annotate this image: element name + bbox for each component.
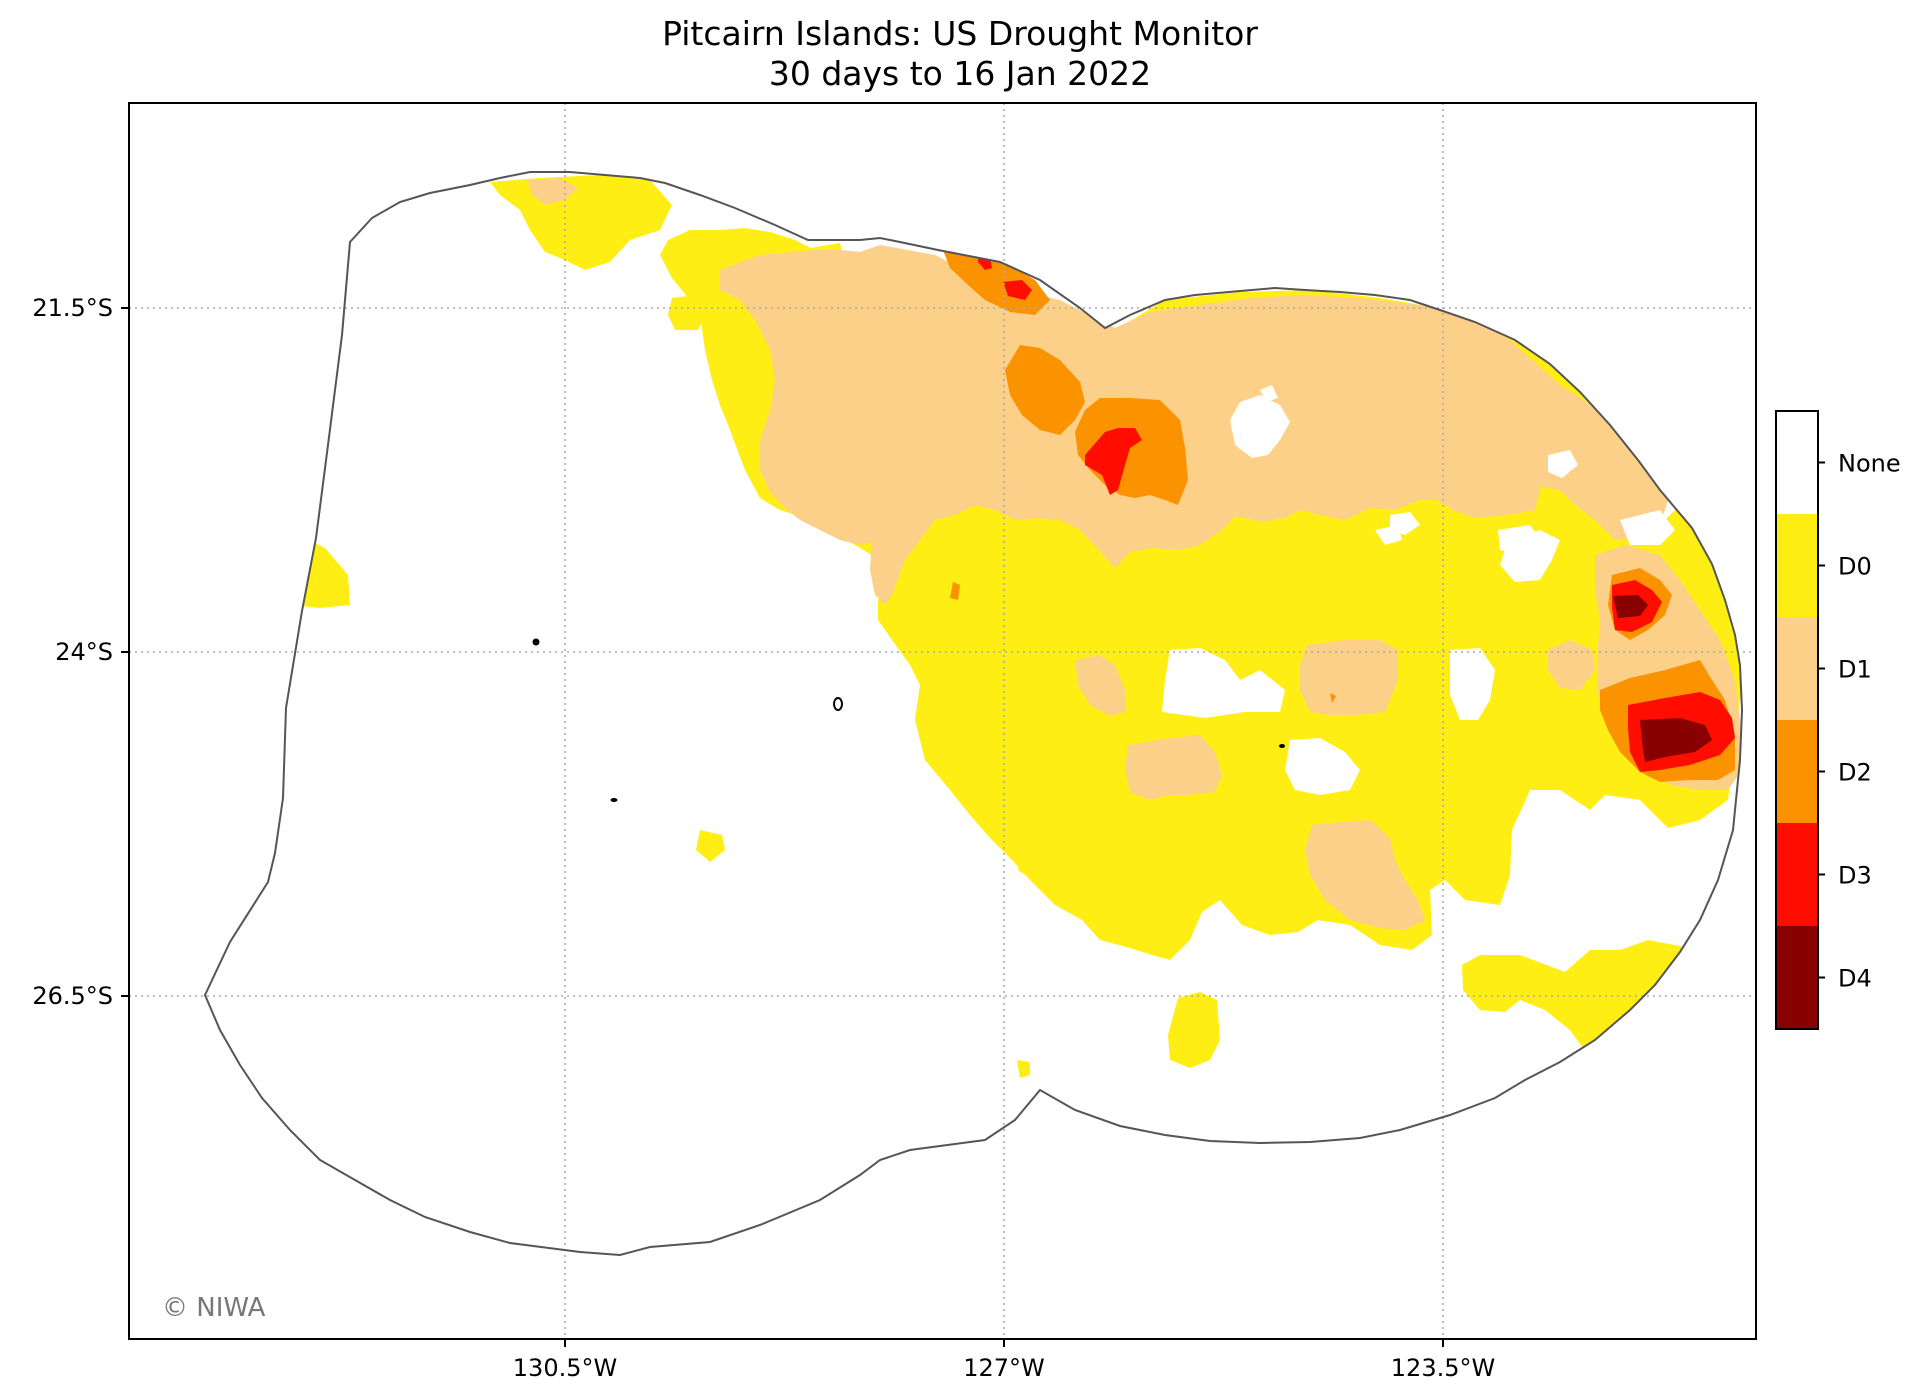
d2-region bbox=[1075, 398, 1188, 505]
lat-tick-label: 26.5°S bbox=[32, 982, 113, 1010]
legend-swatch-d2 bbox=[1776, 720, 1818, 823]
none-region bbox=[1285, 738, 1360, 795]
d1-region bbox=[870, 465, 968, 605]
d1-region bbox=[1075, 655, 1125, 716]
none-region bbox=[1498, 525, 1540, 555]
d0-region bbox=[696, 830, 725, 862]
legend-swatch-d3 bbox=[1776, 823, 1818, 926]
island-small bbox=[610, 798, 618, 802]
d0-region bbox=[1168, 992, 1220, 1068]
island-pitcairn bbox=[833, 697, 843, 711]
d1-region bbox=[1125, 735, 1222, 800]
lon-tick-label: 130.5°W bbox=[513, 1354, 617, 1382]
none-region bbox=[1230, 395, 1290, 458]
lon-tick-label: 123.5°W bbox=[1391, 1354, 1495, 1382]
legend-colorbar: None D0 D1 D2 D3 D4 bbox=[1775, 410, 1901, 1030]
legend-label: D3 bbox=[1838, 862, 1872, 890]
legend-swatch-d0 bbox=[1776, 514, 1818, 617]
legend-label: D1 bbox=[1838, 656, 1872, 684]
gridlines bbox=[129, 103, 1756, 1339]
islands bbox=[532, 638, 1285, 802]
none-region bbox=[1162, 648, 1285, 718]
legend-label: D2 bbox=[1838, 759, 1872, 787]
d0-region bbox=[1017, 1060, 1030, 1078]
legend-label: D0 bbox=[1838, 553, 1872, 581]
none-region bbox=[1548, 450, 1578, 478]
no-drought-holes-2 bbox=[1230, 385, 1675, 555]
legend-swatch-none bbox=[1776, 411, 1818, 514]
none-region bbox=[1620, 510, 1675, 545]
lat-tick-label: 24°S bbox=[55, 638, 113, 666]
d0-region bbox=[490, 175, 672, 270]
map-subtitle: 30 days to 16 Jan 2022 bbox=[768, 54, 1152, 93]
eez-boundary bbox=[203, 171, 1744, 1257]
d2-region bbox=[1005, 345, 1085, 435]
credit-label: © NIWA bbox=[162, 1293, 266, 1323]
legend-swatch-d1 bbox=[1776, 617, 1818, 720]
plot-frame bbox=[128, 102, 1757, 1340]
d1-region bbox=[1450, 470, 1540, 518]
d4-region bbox=[1613, 595, 1648, 618]
d3-region bbox=[1085, 428, 1142, 495]
none-region bbox=[1450, 648, 1495, 720]
island-east bbox=[1279, 744, 1285, 748]
axis-tick-marks bbox=[121, 307, 1444, 1347]
none-region bbox=[1236, 425, 1260, 442]
d3-region bbox=[1003, 280, 1032, 300]
d4-region bbox=[1640, 718, 1712, 762]
legend-label: None bbox=[1838, 450, 1901, 478]
legend-swatch-d4 bbox=[1776, 926, 1818, 1029]
d1-region bbox=[528, 178, 578, 205]
d1-region bbox=[1548, 640, 1595, 690]
none-region bbox=[1260, 385, 1278, 402]
d2-region bbox=[1330, 693, 1336, 703]
drought-layer bbox=[292, 175, 1742, 1078]
d4-regions bbox=[1613, 595, 1712, 762]
d1-region bbox=[1300, 640, 1398, 715]
d2-region bbox=[950, 582, 960, 600]
island-ducie-henderson-west bbox=[532, 638, 540, 646]
d1-region bbox=[1305, 820, 1425, 930]
legend-label: D4 bbox=[1838, 965, 1872, 993]
lat-tick-label: 21.5°S bbox=[32, 294, 113, 322]
lon-tick-label: 127°W bbox=[963, 1354, 1045, 1382]
legend-border bbox=[1775, 410, 1819, 1030]
map-title: Pitcairn Islands: US Drought Monitor bbox=[662, 14, 1258, 53]
none-region bbox=[1375, 525, 1402, 545]
